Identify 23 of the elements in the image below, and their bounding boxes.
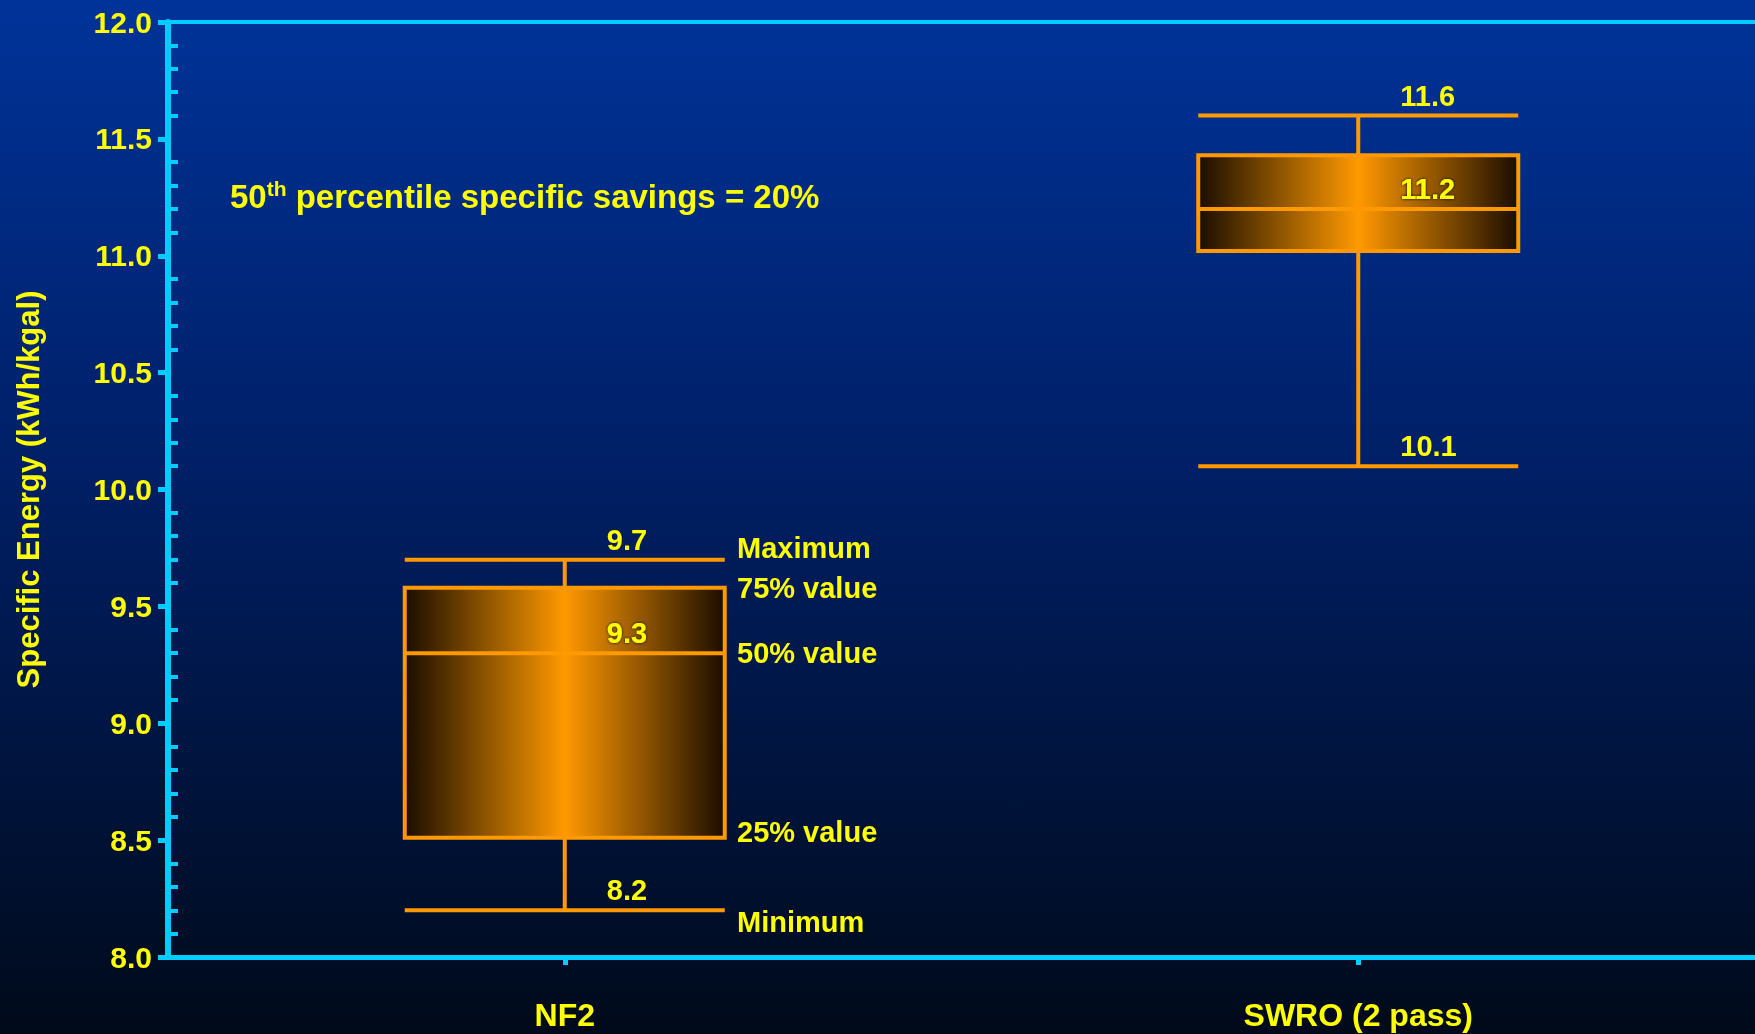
- annotation: 9.3: [606, 617, 648, 650]
- annotation: 10.1: [1400, 430, 1457, 463]
- y-tick-label: 11.0: [95, 239, 152, 273]
- annotation: 75% value: [737, 571, 878, 604]
- x-tick-label: NF2: [534, 997, 595, 1033]
- y-tick-label: 11.5: [95, 122, 152, 156]
- annotation: 25% value: [737, 815, 878, 848]
- annotation: 9.7: [606, 523, 648, 556]
- annotation: 8.2: [606, 874, 648, 907]
- annotation: 11.2: [1400, 173, 1456, 205]
- x-tick-label: SWRO (2 pass): [1243, 997, 1473, 1033]
- annotation: 11.6: [1400, 79, 1456, 112]
- annotation: Minimum: [737, 906, 865, 939]
- annotation: 50% value: [737, 637, 878, 670]
- y-tick-label: 10.0: [93, 473, 152, 506]
- y-axis-title: Specific Energy (kWh/kgal): [11, 290, 46, 689]
- y-tick-label: 8.0: [110, 940, 152, 974]
- y-tick-label: 12.0: [93, 5, 152, 39]
- annotation: Maximum: [737, 531, 871, 564]
- y-tick-label: 9.0: [110, 706, 152, 740]
- y-tick-label: 10.5: [93, 356, 152, 390]
- y-tick-label: 8.5: [110, 823, 152, 857]
- y-tick-label: 9.5: [110, 589, 152, 623]
